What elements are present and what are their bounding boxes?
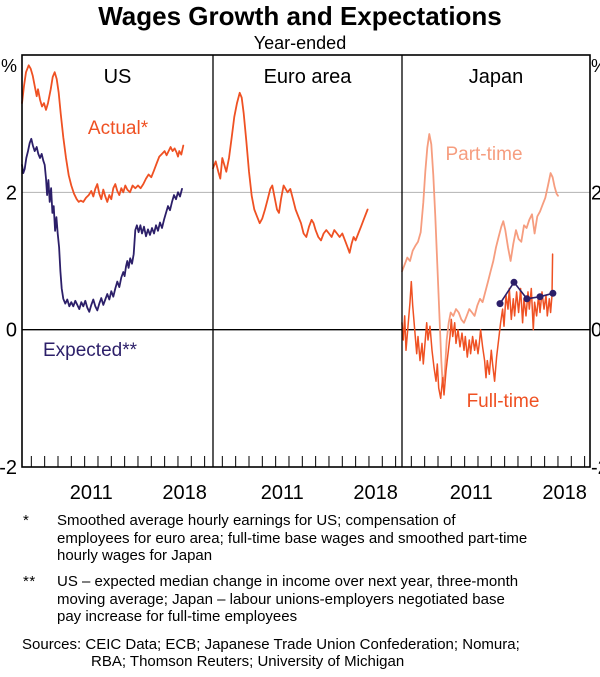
- panel-title-japan: Japan: [469, 66, 524, 88]
- y-tick-label-left: 0: [6, 320, 17, 342]
- x-tick-label: 2018: [162, 482, 207, 504]
- y-tick-label-right: 2: [591, 182, 600, 204]
- footnote-2-line-3: pay increase for full-time employees: [57, 608, 298, 625]
- series-japan-full-time: [401, 253, 554, 400]
- wages-growth-chart: US Euro area Japan Actual* Expected** Part-ti…: [0, 54, 600, 504]
- x-tick-label: 2011: [450, 482, 493, 504]
- footnote-2-line-2: moving average; Japan – labour unions-em…: [57, 590, 505, 608]
- marker-japan-negotiated-base-pay: [536, 293, 544, 301]
- series-us-actual: [21, 64, 185, 203]
- footnote-1-line-1: Smoothed average hourly earnings for US;…: [57, 512, 456, 529]
- series-us-expected: [21, 137, 183, 313]
- chart-subtitle: Year-ended: [253, 33, 347, 53]
- footnote-1-line-2: employees for euro area; full-time base …: [57, 529, 528, 547]
- series-label-actual: Actual*: [88, 118, 149, 139]
- footnote-1-marker: *: [23, 512, 29, 529]
- series-label-fulltime: Full-time: [467, 391, 540, 412]
- y-tick-label-left: 2: [6, 182, 17, 204]
- footnote-2-text: US – expected median change in income ov…: [57, 573, 518, 626]
- x-tick-label: 2011: [261, 482, 304, 504]
- y-axis-unit-right: %: [591, 56, 600, 76]
- marker-japan-negotiated-base-pay: [510, 278, 518, 286]
- series-label-parttime: Part-time: [445, 144, 522, 165]
- marker-japan-negotiated-base-pay: [549, 289, 557, 297]
- footnote-2-marker: **: [23, 573, 36, 590]
- x-tick-label: 2011: [70, 482, 113, 504]
- footnote-1-text: Smoothed average hourly earnings for US;…: [57, 512, 527, 565]
- series-label-expected: Expected**: [43, 340, 138, 361]
- sources-line-1: Sources: CEIC Data; ECB; Japanese Trade …: [22, 636, 520, 653]
- chart-title: Wages Growth and Expectations: [98, 1, 502, 31]
- y-tick-label-right: -2: [591, 457, 600, 479]
- x-tick-label: 2018: [353, 482, 398, 504]
- sources-line-2: RBA; Thomson Reuters; University of Mich…: [91, 653, 405, 670]
- plot-frame: [21, 54, 591, 468]
- panel-title-us: US: [104, 66, 132, 88]
- footnote-1-line-3: hourly wages for Japan: [57, 547, 213, 564]
- series-euro-area-compensation: [212, 91, 369, 254]
- y-tick-label-right: 0: [591, 320, 600, 342]
- series-japan-part-time: [401, 133, 559, 386]
- y-axis-unit-left: %: [1, 56, 17, 76]
- y-tick-label-left: -2: [0, 457, 17, 479]
- marker-japan-negotiated-base-pay: [496, 300, 504, 308]
- marker-japan-negotiated-base-pay: [523, 295, 531, 303]
- x-tick-label: 2018: [542, 482, 587, 504]
- footnote-2-line-1: US – expected median change in income ov…: [57, 573, 519, 590]
- panel-title-euro-area: Euro area: [264, 66, 353, 88]
